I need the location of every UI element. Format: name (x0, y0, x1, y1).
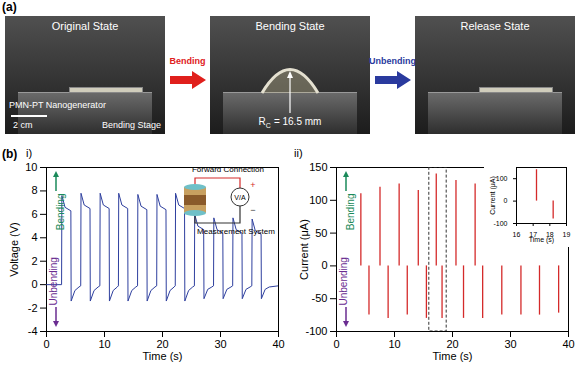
svg-text:0: 0 (31, 278, 37, 290)
html-text:Bending Stage: Bending Stage (101, 120, 161, 130)
html-text:Unbending: Unbending (369, 56, 416, 66)
svg-text:Unbending: Unbending (338, 257, 349, 305)
svg-text:10: 10 (98, 338, 110, 350)
svg-text:Time (s): Time (s) (433, 350, 473, 362)
html-text:PMN-PT Nanogenerator: PMN-PT Nanogenerator (9, 100, 106, 110)
svg-text:10: 10 (388, 338, 400, 350)
svg-text:−: − (250, 205, 255, 215)
html-text:Release State: Release State (460, 20, 530, 32)
svg-text:-2: -2 (28, 302, 38, 314)
svg-text:Bending: Bending (345, 194, 356, 231)
html-text:Bending: Bending (169, 56, 206, 66)
svg-text:150: 150 (309, 161, 327, 173)
html-text:Original State: Original State (51, 20, 119, 32)
svg-text:0: 0 (321, 259, 327, 271)
svg-text:20: 20 (446, 338, 458, 350)
svg-text:40: 40 (562, 338, 574, 350)
html-text:RC = 16.5 mm: RC = 16.5 mm (258, 116, 322, 129)
svg-text:Time (s): Time (s) (529, 236, 554, 244)
svg-text:Current (μA): Current (μA) (298, 219, 310, 280)
html-text:i): i) (26, 147, 33, 159)
svg-text:8: 8 (31, 184, 37, 196)
svg-text:16: 16 (513, 231, 521, 238)
svg-text:-100: -100 (305, 325, 327, 337)
svg-text:Forward Connection: Forward Connection (192, 165, 264, 174)
svg-text:30: 30 (214, 338, 226, 350)
svg-text:2: 2 (31, 255, 37, 267)
html-text:2 cm: 2 cm (13, 120, 33, 130)
html-text:ii): ii) (294, 147, 303, 159)
svg-text:0: 0 (43, 338, 49, 350)
svg-text:Unbending: Unbending (48, 257, 59, 305)
html-text:(a): (a) (2, 0, 17, 14)
svg-text:4: 4 (31, 231, 37, 243)
svg-text:-4: -4 (28, 325, 38, 337)
svg-text:+: + (250, 180, 255, 190)
svg-text:40: 40 (272, 338, 284, 350)
svg-text:20: 20 (156, 338, 168, 350)
svg-text:Voltage (V): Voltage (V) (8, 222, 20, 276)
svg-text:Time (s): Time (s) (143, 350, 183, 362)
svg-text:30: 30 (504, 338, 516, 350)
svg-text:Bending: Bending (55, 194, 66, 231)
svg-text:10: 10 (25, 161, 37, 173)
svg-text:0: 0 (504, 197, 508, 204)
svg-text:19: 19 (563, 231, 571, 238)
svg-text:-100: -100 (493, 220, 507, 227)
svg-text:100: 100 (309, 194, 327, 206)
svg-text:-50: -50 (312, 292, 328, 304)
svg-text:Measurement System: Measurement System (197, 227, 275, 236)
svg-text:0: 0 (333, 338, 339, 350)
svg-text:6: 6 (31, 208, 37, 220)
svg-text:50: 50 (315, 227, 327, 239)
svg-text:V/A: V/A (234, 194, 246, 201)
svg-text:100: 100 (496, 175, 508, 182)
html-text:Bending State: Bending State (255, 20, 325, 32)
html-text:(b): (b) (2, 147, 18, 161)
svg-text:Current (μA): Current (μA) (489, 176, 497, 215)
